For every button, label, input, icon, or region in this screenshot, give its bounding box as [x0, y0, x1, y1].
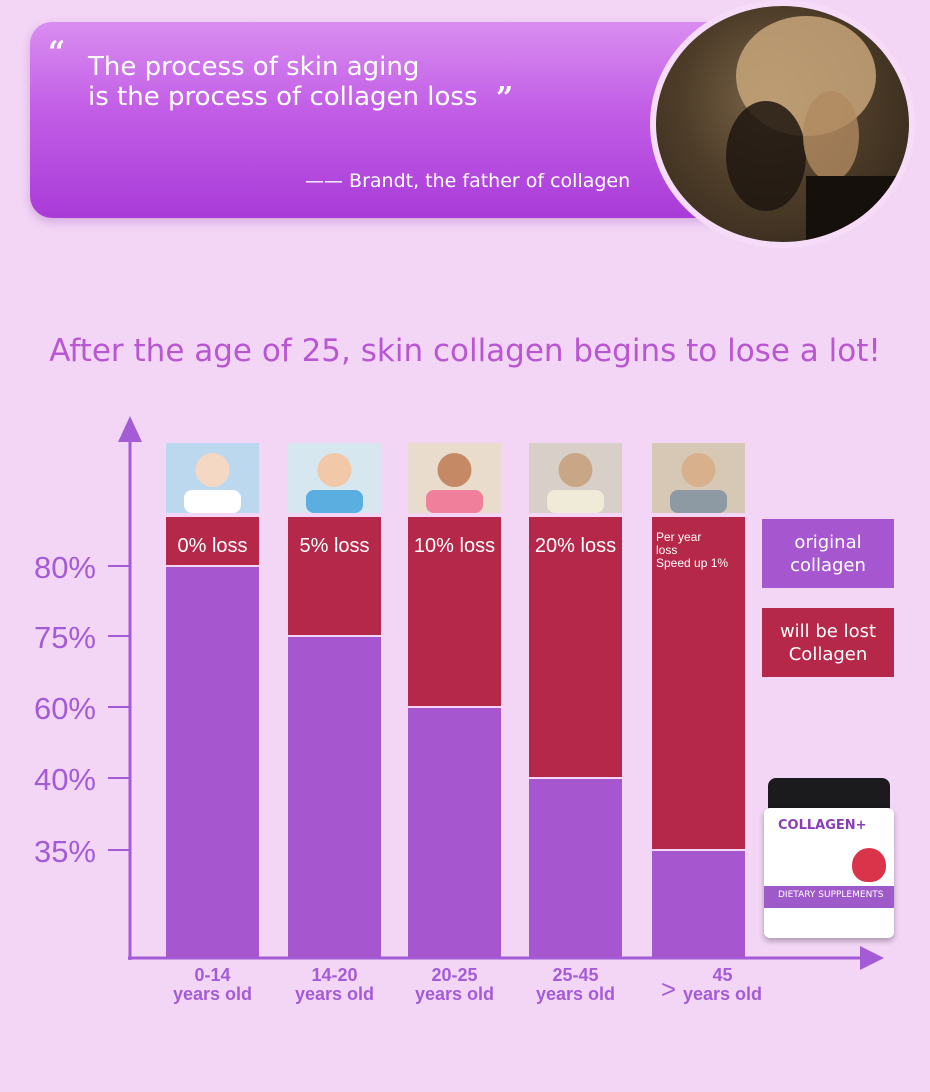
legend-lost-collagen: will be lost Collagen: [762, 608, 894, 677]
jar-band-text: DIETARY SUPPLEMENTS: [778, 890, 884, 900]
elderly-couple-photo: [652, 443, 745, 513]
quote-text: The process of skin aging is the process…: [88, 52, 478, 112]
age-photos: [166, 443, 745, 513]
x-axis-label: years old: [173, 984, 252, 1004]
brandt-portrait: [650, 0, 915, 248]
x-axis-label: years old: [536, 984, 615, 1004]
bar-lost-collagen: [288, 517, 381, 636]
x-axis-label: 14-20: [311, 965, 357, 985]
x-axis-label: years old: [295, 984, 374, 1004]
x-axis-label: 0-14: [194, 965, 230, 985]
child-photo: [288, 443, 381, 513]
bar-original-collagen: [529, 778, 622, 957]
baby-photo: [166, 443, 259, 513]
loss-label: 0% loss: [177, 535, 247, 557]
x-axis-label: >: [661, 974, 676, 1004]
loss-label: loss: [656, 543, 677, 557]
y-axis-arrow: [118, 416, 142, 442]
quote-line-1: The process of skin aging: [88, 52, 420, 82]
y-tick-label: 75%: [34, 620, 96, 655]
x-axis-label: 20-25: [431, 965, 477, 985]
strawberry-icon: [852, 848, 886, 882]
jar-label: COLLAGEN+ DIETARY SUPPLEMENTS: [764, 808, 894, 938]
quote-line-2: is the process of collagen loss: [88, 82, 478, 112]
bar-lost-collagen: [652, 517, 745, 850]
bar-lost-collagen: [408, 517, 501, 707]
quote-attribution: —— Brandt, the father of collagen: [305, 170, 631, 192]
x-axis-label: 45: [712, 965, 732, 985]
quote-line-2-text: is the process of collagen loss: [88, 82, 478, 112]
legend-original-line2: collagen: [790, 554, 866, 576]
legend-lost-line2: Collagen: [788, 643, 868, 665]
close-quote-mark: ”: [496, 81, 514, 116]
quote-card: “ The process of skin aging is the proce…: [30, 22, 730, 218]
legend-original-line1: original: [794, 531, 862, 553]
loss-labels: 0% loss 5% loss 10% loss 20% loss Per yearlo…: [177, 530, 728, 570]
x-axis-label: years old: [683, 984, 762, 1004]
loss-label: 20% loss: [535, 535, 616, 557]
loss-label: Speed up 1%: [656, 556, 728, 570]
bars: [166, 517, 745, 957]
bar-original-collagen: [288, 636, 381, 957]
jar-title: COLLAGEN+: [778, 818, 867, 833]
legend-original-collagen: original collagen: [762, 519, 894, 588]
girl-photo: [408, 443, 501, 513]
y-tick-label: 40%: [34, 762, 96, 797]
x-axis-label: 25-45: [552, 965, 598, 985]
jar-band: [764, 886, 894, 908]
loss-label: Per year: [656, 530, 701, 544]
bar-lost-collagen: [166, 517, 259, 566]
chart-axes: [118, 416, 884, 970]
loss-label: 10% loss: [414, 535, 495, 557]
bar-lost-collagen: [529, 517, 622, 778]
product-jar: COLLAGEN+ DIETARY SUPPLEMENTS: [764, 778, 894, 940]
y-tick-label: 35%: [34, 834, 96, 869]
loss-label: 5% loss: [299, 535, 369, 557]
bar-original-collagen: [166, 566, 259, 957]
woman-with-dog-photo: [529, 443, 622, 513]
x-axis-arrow: [860, 946, 884, 970]
jar-lid: [768, 778, 890, 812]
y-axis-ticks: 80% 75% 60% 40% 35%: [34, 550, 130, 869]
x-axis-label: years old: [415, 984, 494, 1004]
headline: After the age of 25, skin collagen begin…: [49, 332, 881, 369]
legend-lost-line1: will be lost: [779, 620, 877, 642]
bar-original-collagen: [408, 707, 501, 957]
open-quote-mark: “: [48, 35, 66, 70]
y-tick-label: 60%: [34, 691, 96, 726]
y-tick-label: 80%: [34, 550, 96, 585]
bar-original-collagen: [652, 850, 745, 957]
